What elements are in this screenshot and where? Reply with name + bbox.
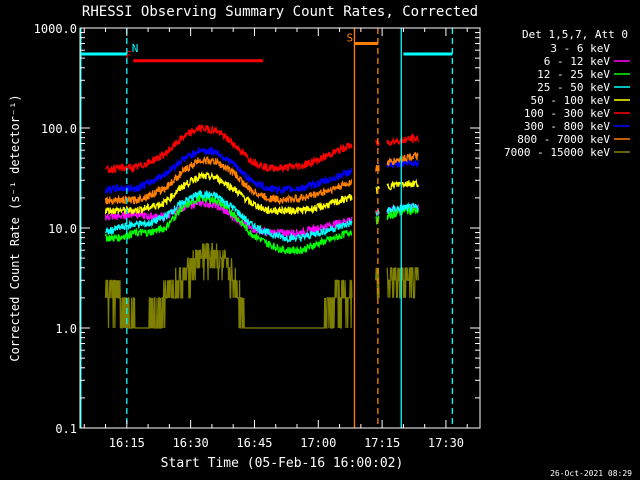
legend-entry: 6 - 12 keV bbox=[544, 55, 611, 68]
flag-label: F bbox=[125, 49, 132, 62]
flag-label: N bbox=[132, 42, 139, 55]
y-tick-label: 100.0 bbox=[41, 122, 77, 136]
plot-frame bbox=[79, 27, 481, 429]
legend-entry: 100 - 300 keV bbox=[524, 107, 610, 120]
chart-title: RHESSI Observing Summary Count Rates, Co… bbox=[82, 4, 478, 20]
series-line bbox=[104, 242, 419, 329]
x-tick-label: 17:00 bbox=[300, 436, 336, 450]
y-tick-label: 0.1 bbox=[55, 422, 77, 436]
legend-entry: 50 - 100 keV bbox=[531, 94, 611, 107]
legend-entry: 800 - 7000 keV bbox=[517, 133, 610, 146]
x-tick-label: 17:30 bbox=[428, 436, 464, 450]
legend-entry: 7000 - 15000 keV bbox=[504, 146, 610, 159]
series-line bbox=[104, 145, 419, 195]
series-line bbox=[104, 124, 419, 174]
flag-label: S bbox=[346, 31, 353, 44]
legend-entry: 12 - 25 keV bbox=[537, 68, 610, 81]
legend-entry: 25 - 50 keV bbox=[537, 81, 610, 94]
x-tick-label: 16:15 bbox=[109, 436, 145, 450]
y-tick-label: 1000.0 bbox=[34, 22, 77, 36]
y-tick-label: 10.0 bbox=[48, 222, 77, 236]
x-axis-label: Start Time (05-Feb-16 16:00:02) bbox=[161, 456, 404, 471]
x-tick-label: 16:30 bbox=[173, 436, 209, 450]
y-axis-label: Corrected Count Rate (s⁻¹ detector⁻¹) bbox=[8, 94, 22, 361]
legend-entry: 300 - 800 keV bbox=[524, 120, 610, 133]
y-tick-label: 1.0 bbox=[55, 322, 77, 336]
series-line bbox=[104, 151, 419, 206]
x-tick-label: 17:15 bbox=[364, 436, 400, 450]
legend-entry: 3 - 6 keV bbox=[550, 42, 610, 55]
timestamp: 26-Oct-2021 08:29 bbox=[550, 469, 632, 478]
legend-title: Det 1,5,7, Att 0 bbox=[522, 28, 628, 41]
x-tick-label: 16:45 bbox=[236, 436, 272, 450]
